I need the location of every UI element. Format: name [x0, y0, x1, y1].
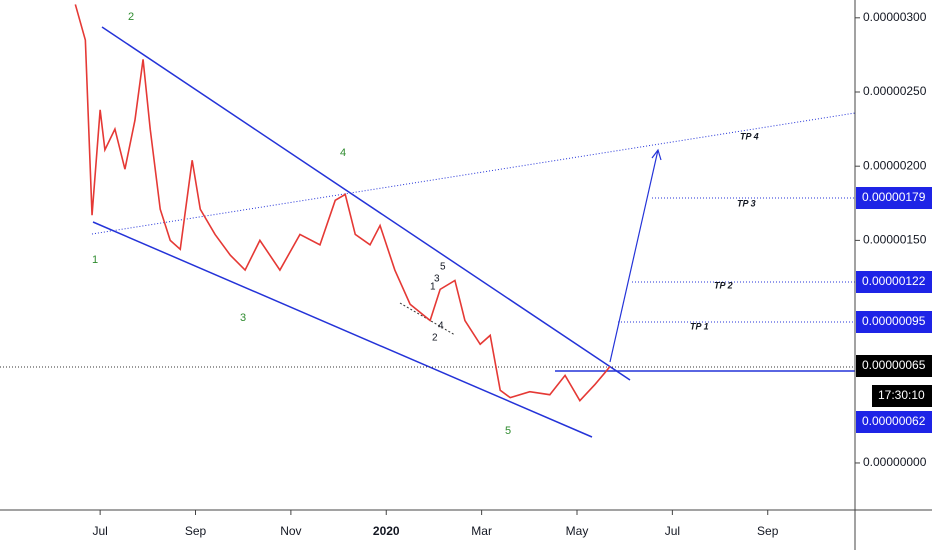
y-tick-label: 0.00000000 [863, 455, 927, 469]
price-tag: 0.00000065 [862, 358, 926, 372]
x-tick-label: Mar [471, 524, 492, 538]
price-tag: 0.00000122 [862, 274, 926, 288]
y-tick-label: 0.00000200 [863, 158, 927, 172]
x-tick-label: Sep [757, 524, 779, 538]
subwave-label: 4 [438, 321, 444, 332]
y-tick-label: 0.00000150 [863, 233, 927, 247]
price-tags [856, 187, 932, 433]
price-line [74, 4, 611, 402]
x-tick-label: 2020 [373, 524, 400, 538]
subwave-label: 2 [432, 333, 438, 344]
wave-label: 2 [128, 11, 134, 23]
y-tick-label: 0.00000250 [863, 84, 927, 98]
target-label: TP 3 [737, 198, 756, 208]
wave-label: 1 [92, 254, 98, 266]
x-tick-label: Jul [665, 524, 680, 538]
target-label: TP 4 [740, 131, 759, 141]
subwave-label: 3 [434, 274, 440, 285]
wave-label: 5 [505, 425, 511, 437]
wave-label: 3 [240, 312, 246, 324]
countdown: 17:30:10 [878, 388, 925, 402]
x-tick-label: May [566, 524, 589, 538]
wave-label: 4 [340, 147, 346, 159]
x-tick-label: Sep [185, 524, 207, 538]
y-tick-label: 0.00000300 [863, 10, 927, 24]
x-tick-label: Jul [92, 524, 107, 538]
x-tick-label: Nov [280, 524, 301, 538]
target-label: TP 1 [690, 321, 709, 331]
price-tag: 0.00000095 [862, 314, 926, 328]
target-label: TP 2 [714, 280, 733, 290]
price-tag: 0.00000179 [862, 190, 926, 204]
subwave-label: 1 [430, 282, 436, 293]
price-tag: 0.00000062 [862, 414, 926, 428]
subwave-label: 5 [440, 262, 446, 273]
